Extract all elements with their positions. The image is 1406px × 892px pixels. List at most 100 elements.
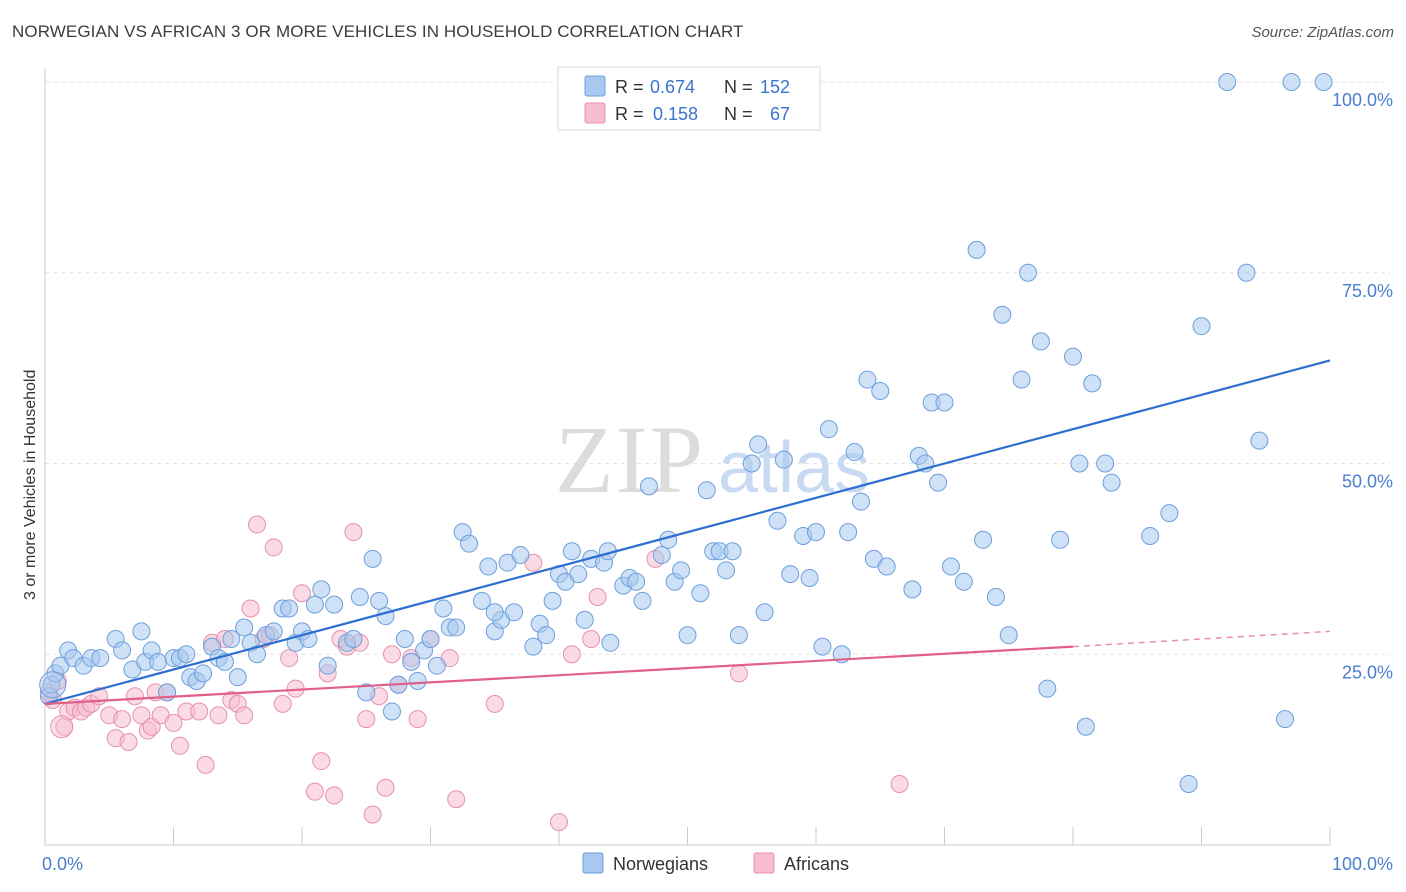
norwegians-point (305, 595, 324, 614)
stats-legend: R = 0.674 N = 152 R = 0.158 N = 67 (557, 66, 821, 131)
africans-point (582, 629, 601, 648)
series-africans-points (39, 515, 909, 832)
norwegians-point (652, 546, 671, 565)
norwegians-point (993, 305, 1012, 324)
y-axis-label: 3 or more Vehicles in Household (22, 369, 39, 600)
series-legend: Norwegians Africans (582, 852, 849, 874)
norwegians-point (575, 610, 594, 629)
norwegians-point (1250, 431, 1269, 450)
norwegians-point (344, 629, 363, 648)
norwegians-point (569, 565, 588, 584)
africans-trend-line (44, 645, 1074, 705)
africans-point (125, 687, 144, 706)
norwegians-point (511, 546, 530, 565)
trend-lines (44, 359, 1331, 705)
norwegians-point (1237, 263, 1256, 282)
norwegians-point (1096, 454, 1115, 473)
y-tick-label: 75.0% (1342, 281, 1393, 301)
stats-n-value-africans: 67 (770, 104, 790, 124)
norwegians-point (479, 557, 498, 576)
norwegians-point (633, 591, 652, 610)
norwegians-point (318, 656, 337, 675)
africans-point (119, 732, 138, 751)
norwegians-point (935, 393, 954, 412)
watermark-atlas: atlas (718, 428, 870, 508)
norwegians-point (729, 626, 748, 645)
norwegians-point (858, 370, 877, 389)
norwegians-point (691, 584, 710, 603)
norwegians-point (370, 591, 389, 610)
norwegians-point (781, 565, 800, 584)
norwegians-point (472, 591, 491, 610)
africans-point (325, 786, 344, 805)
africans-point (190, 702, 209, 721)
stats-n-value-norwegians: 152 (760, 77, 790, 97)
norwegians-point (434, 599, 453, 618)
africans-point (113, 710, 132, 729)
norwegians-point (1031, 332, 1050, 351)
africans-point (264, 538, 283, 557)
norwegians-point (974, 530, 993, 549)
norwegians-point (723, 542, 742, 561)
norwegians-point (986, 588, 1005, 607)
stats-n-label-africans: N = (724, 104, 753, 124)
norwegians-point (485, 603, 504, 622)
norwegians-point (1102, 473, 1121, 492)
norwegians-point (845, 443, 864, 462)
legend-swatch-norwegians (582, 852, 604, 874)
norwegians-point (149, 652, 168, 671)
norwegians-point (402, 652, 421, 671)
norwegians-point (524, 637, 543, 656)
stats-r-label-norwegians: R = (615, 77, 644, 97)
chart-title: NORWEGIAN VS AFRICAN 3 OR MORE VEHICLES … (12, 22, 744, 41)
norwegians-point (941, 557, 960, 576)
africans-point (408, 710, 427, 729)
africans-point (164, 713, 183, 732)
norwegians-point (807, 523, 825, 542)
norwegians-point (1192, 317, 1211, 336)
stats-r-label-africans: R = (615, 104, 644, 124)
norwegians-point (382, 702, 401, 721)
x-tick-label: 100.0% (1332, 854, 1393, 874)
norwegians-point (903, 580, 922, 599)
africans-point (588, 588, 607, 607)
norwegians-point (813, 637, 832, 656)
africans-point (273, 694, 292, 713)
gridlines (45, 81, 1390, 655)
norwegians-point (537, 626, 556, 645)
norwegians-point (228, 668, 247, 687)
norwegians-point (264, 622, 283, 641)
norwegians-point (954, 572, 973, 591)
africans-point (280, 649, 299, 668)
norwegians-point (132, 622, 151, 641)
norwegians-point (447, 618, 466, 637)
norwegians-point (505, 603, 524, 622)
africans-point (447, 790, 466, 809)
africans-point (50, 715, 74, 739)
africans-trend-extension (1072, 630, 1331, 648)
norwegians-point (1012, 370, 1031, 389)
stats-swatch-norwegians (584, 75, 606, 97)
norwegians-point (1064, 347, 1082, 366)
norwegians-point (1076, 717, 1095, 736)
norwegians-point (768, 511, 787, 530)
africans-point (293, 584, 311, 603)
stats-n-label-norwegians: N = (724, 77, 753, 97)
africans-point (241, 599, 260, 618)
norwegians-point (627, 572, 646, 591)
norwegians-point (672, 561, 691, 580)
norwegians-point (460, 534, 479, 553)
africans-point (357, 710, 376, 729)
norwegians-point (194, 664, 213, 683)
africans-point (344, 523, 363, 542)
norwegians-point (395, 629, 414, 648)
legend-label-norwegians: Norwegians (613, 854, 708, 874)
stats-r-value-norwegians: 0.674 (650, 77, 695, 97)
norwegians-point (967, 240, 986, 259)
norwegians-point (113, 641, 132, 660)
africans-point (485, 694, 504, 713)
norwegians-point (1038, 679, 1057, 698)
norwegians-point (601, 633, 620, 652)
y-tick-labels: 25.0% 50.0% 75.0% 100.0% (1332, 90, 1393, 682)
